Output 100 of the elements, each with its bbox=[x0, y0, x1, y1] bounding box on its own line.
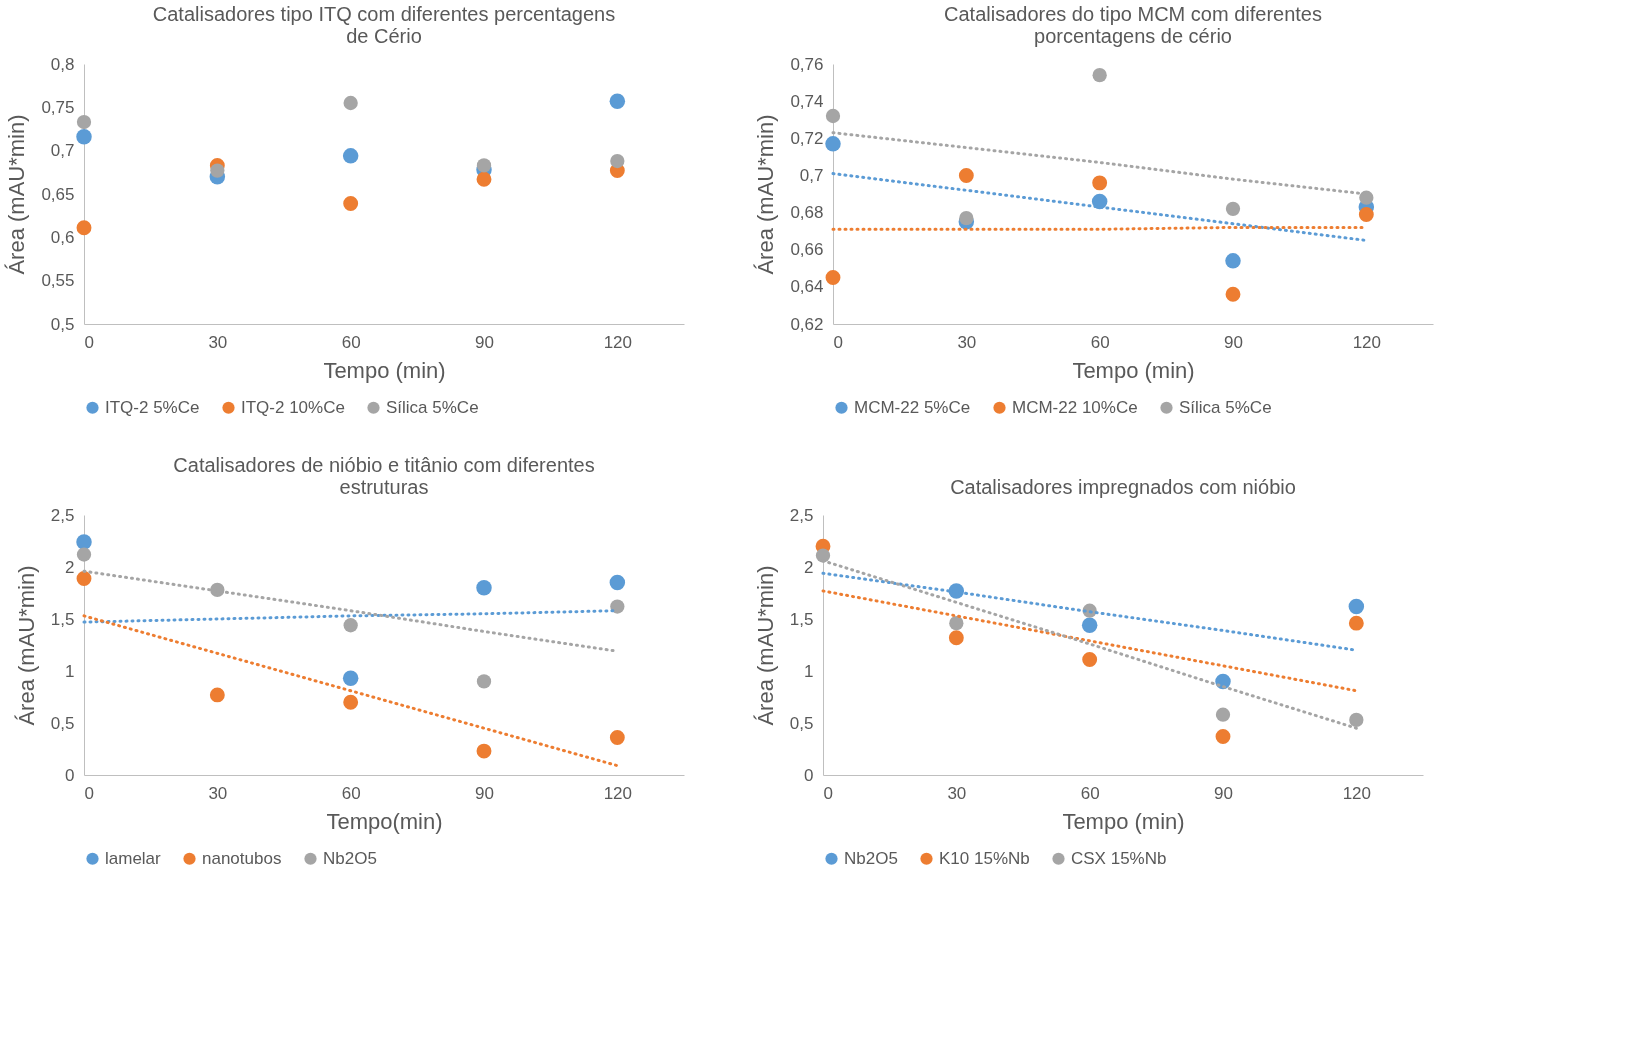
y-axis-title: Área (mAU*min) bbox=[4, 114, 30, 275]
x-axis-title: Tempo (min) bbox=[1062, 808, 1185, 834]
point bbox=[343, 196, 359, 211]
point bbox=[76, 114, 92, 130]
chart-title: Catalisadores impregnados com nióbio bbox=[950, 476, 1296, 498]
legend-label: K10 15%Nb bbox=[939, 848, 1030, 868]
chart-title: Catalisadores tipo ITQ com diferentes percentagens de Cério bbox=[152, 3, 616, 47]
y-tick-label: 0,8 bbox=[50, 54, 75, 74]
point bbox=[76, 129, 92, 145]
legend-label: Nb2O5 bbox=[323, 848, 377, 868]
point bbox=[1349, 712, 1364, 728]
point bbox=[476, 158, 492, 173]
legend-label: Sílica 5%Ce bbox=[1179, 397, 1272, 417]
y-axis-title: Área (mAU*min) bbox=[13, 565, 39, 726]
x-tick-label: 120 bbox=[1352, 332, 1382, 352]
x-tick-label: 60 bbox=[1080, 783, 1100, 803]
point bbox=[1358, 206, 1374, 222]
y-tick-label: 0,7 bbox=[799, 165, 824, 185]
y-axis-title: Área (mAU*min) bbox=[753, 114, 779, 275]
point bbox=[1215, 729, 1231, 744]
legend-label: MCM-22 10%Ce bbox=[1012, 397, 1138, 417]
y-tick-label: 0,72 bbox=[790, 128, 824, 148]
y-tick-label: 0,68 bbox=[790, 203, 824, 223]
legend-label: nanotubos bbox=[202, 848, 282, 868]
x-tick-label: 0 bbox=[833, 332, 843, 352]
chart-title: Catalisadores do tipo MCM com diferentes porcentagens de cério bbox=[944, 3, 1322, 47]
y-tick-label: 0,7 bbox=[50, 141, 75, 161]
point bbox=[825, 108, 841, 124]
y-tick-label: 2 bbox=[804, 557, 814, 577]
y-tick-label: 0,65 bbox=[41, 184, 75, 204]
point bbox=[476, 580, 492, 596]
point bbox=[476, 674, 492, 689]
y-tick-label: 0,55 bbox=[41, 271, 75, 291]
x-tick-label: 30 bbox=[957, 332, 977, 352]
y-tick-label: 1,5 bbox=[789, 609, 814, 629]
point bbox=[610, 153, 625, 169]
point bbox=[609, 730, 625, 745]
legend-label: MCM-22 5%Ce bbox=[854, 397, 971, 417]
x-tick-label: 90 bbox=[475, 332, 494, 352]
y-tick-label: 0,76 bbox=[790, 54, 824, 74]
legend-label: ITQ-2 10%Ce bbox=[241, 397, 345, 417]
x-axis-title: Tempo (min) bbox=[323, 357, 446, 383]
line-series bbox=[821, 589, 1358, 693]
y-tick-label: 0,66 bbox=[790, 240, 824, 260]
x-tick-label: 30 bbox=[947, 783, 967, 803]
x-tick-label: 0 bbox=[84, 783, 94, 803]
point bbox=[948, 630, 964, 646]
legend-label: Sílica 5%Ce bbox=[386, 397, 479, 417]
point bbox=[1082, 652, 1098, 667]
x-axis-title: Tempo (min) bbox=[1072, 357, 1195, 383]
point bbox=[825, 270, 841, 286]
point bbox=[343, 618, 358, 633]
point bbox=[1092, 68, 1107, 83]
y-tick-label: 0,6 bbox=[50, 227, 75, 247]
y-tick-label: 0,5 bbox=[50, 314, 75, 334]
point bbox=[959, 211, 974, 226]
y-tick-label: 0 bbox=[804, 765, 814, 785]
x-tick-label: 30 bbox=[208, 332, 228, 352]
y-tick-label: 0 bbox=[65, 765, 75, 785]
point bbox=[1092, 175, 1108, 191]
y-tick-label: 0,5 bbox=[789, 713, 814, 733]
x-tick-label: 90 bbox=[1214, 783, 1233, 803]
point bbox=[1348, 598, 1365, 615]
x-tick-label: 120 bbox=[1342, 783, 1372, 803]
point bbox=[343, 95, 358, 111]
x-tick-label: 120 bbox=[603, 783, 633, 803]
y-tick-label: 2 bbox=[65, 557, 75, 577]
point bbox=[825, 136, 841, 152]
point bbox=[76, 547, 92, 562]
y-tick-label: 1 bbox=[804, 661, 814, 681]
point bbox=[1225, 253, 1241, 269]
x-axis-title: Tempo(min) bbox=[326, 808, 443, 834]
x-tick-label: 0 bbox=[84, 332, 94, 352]
point bbox=[1225, 201, 1241, 216]
y-tick-label: 2,5 bbox=[789, 505, 814, 525]
point bbox=[76, 571, 92, 586]
legend-label: lamelar bbox=[105, 848, 162, 868]
point bbox=[343, 694, 359, 710]
point bbox=[1081, 617, 1098, 633]
point bbox=[476, 743, 492, 759]
x-tick-label: 60 bbox=[341, 783, 361, 803]
x-tick-label: 120 bbox=[603, 332, 633, 352]
y-tick-label: 0,75 bbox=[41, 97, 75, 117]
point bbox=[610, 599, 625, 614]
point bbox=[949, 616, 964, 631]
point bbox=[1359, 190, 1374, 205]
point bbox=[609, 574, 626, 591]
point bbox=[342, 670, 359, 687]
x-tick-label: 30 bbox=[208, 783, 228, 803]
line-series bbox=[831, 172, 1368, 242]
point bbox=[210, 163, 225, 178]
point bbox=[1215, 707, 1231, 722]
x-tick-label: 60 bbox=[341, 332, 361, 352]
point bbox=[1225, 286, 1241, 302]
y-tick-label: 0,62 bbox=[790, 314, 824, 334]
y-tick-label: 1,5 bbox=[50, 609, 75, 629]
point bbox=[815, 548, 831, 563]
legend-label: CSX 15%Nb bbox=[1071, 848, 1167, 868]
legend-label: ITQ-2 5%Ce bbox=[105, 397, 200, 417]
point bbox=[1348, 615, 1364, 631]
